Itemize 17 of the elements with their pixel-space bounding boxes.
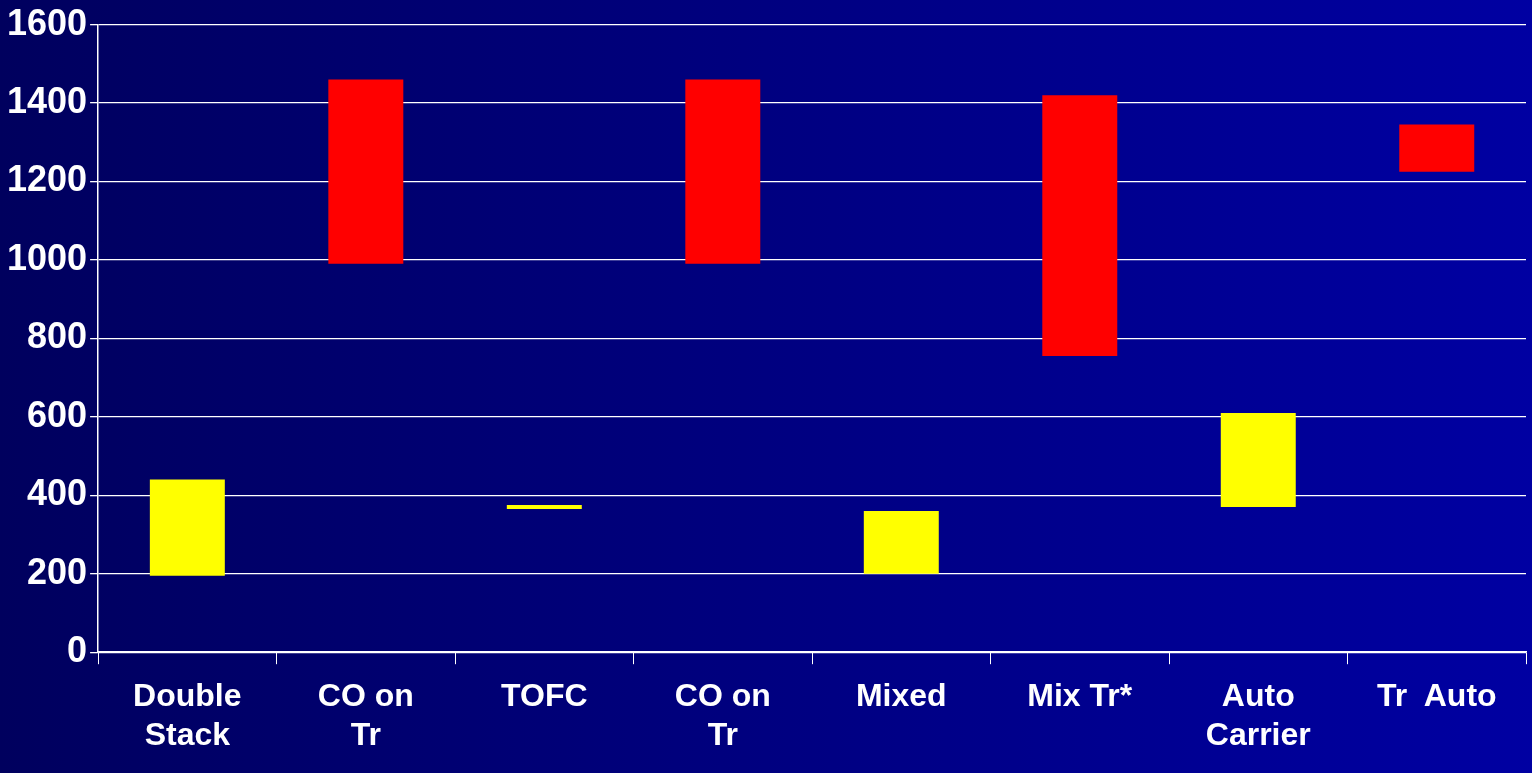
x-tick-label: CO on Tr xyxy=(674,677,771,752)
y-tick-label: 800 xyxy=(27,315,88,357)
x-tick-label: Mix Tr* xyxy=(1027,677,1133,714)
y-tick-label: 1600 xyxy=(6,1,88,43)
y-tick-label: 600 xyxy=(27,393,88,435)
x-tick-label: TOFC xyxy=(501,677,588,714)
y-tick-label: 1400 xyxy=(6,79,88,121)
y-tick-label: 1000 xyxy=(6,236,88,278)
x-tick-label: Double Stack xyxy=(133,677,242,752)
y-tick-label: 0 xyxy=(67,629,88,671)
x-tick-label: CO on Tr xyxy=(317,677,414,752)
x-tick-label: Mixed xyxy=(855,677,947,714)
y-tick-label: 1200 xyxy=(6,158,88,200)
x-tick-label: Tr Auto xyxy=(1376,677,1497,714)
y-tick-label: 200 xyxy=(27,550,88,592)
y-tick-label: 400 xyxy=(27,472,88,514)
x-tick-label: Auto Carrier xyxy=(1205,677,1311,752)
